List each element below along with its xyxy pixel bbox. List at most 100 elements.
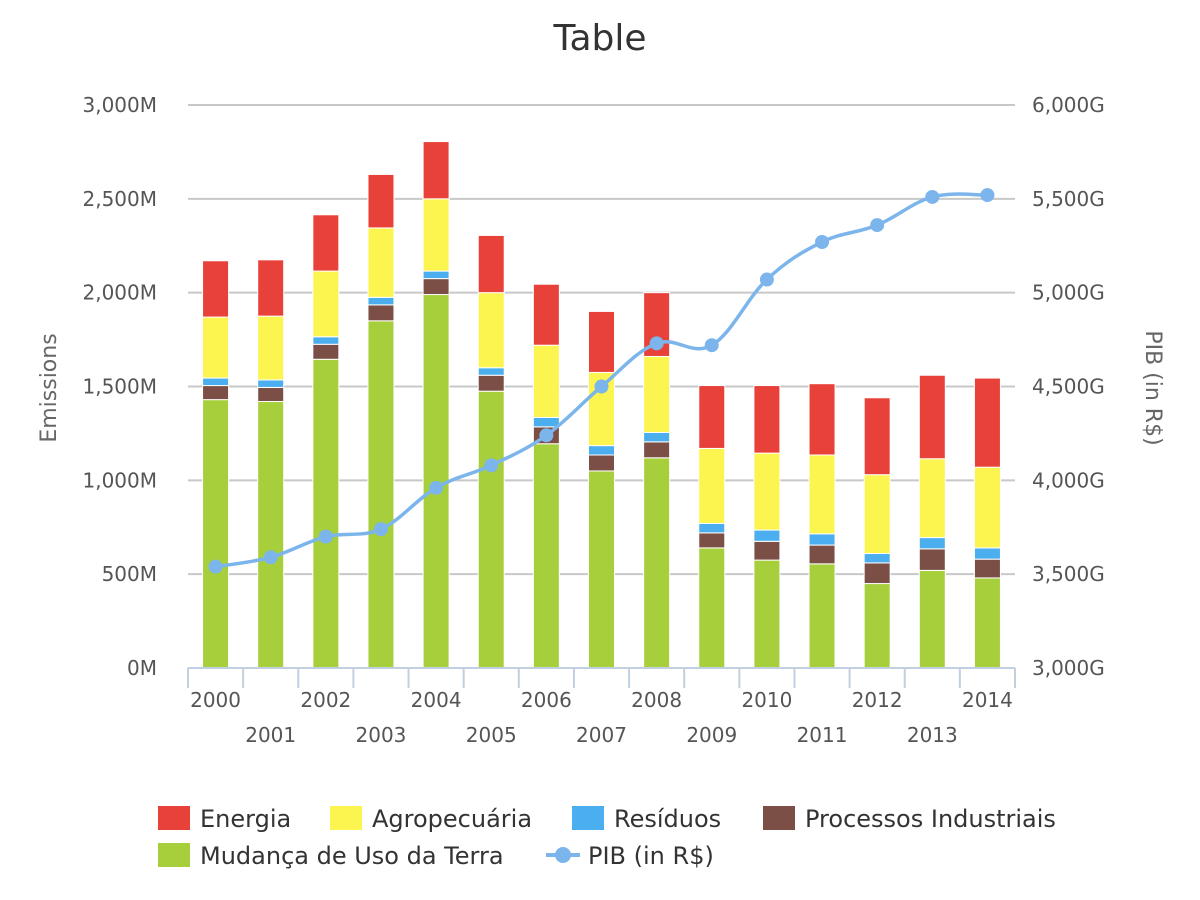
pib-point[interactable]: [980, 188, 995, 203]
pib-point[interactable]: [539, 428, 554, 443]
legend-item-energia[interactable]: Energia: [158, 805, 291, 833]
x-tick-label: 2001: [245, 723, 296, 747]
pib-point[interactable]: [484, 458, 499, 473]
bar-segment-mudan-a-de-uso-da-terra[interactable]: [698, 547, 726, 669]
bar-segment-processos-industriais[interactable]: [808, 544, 836, 565]
bar-segment-res-duos[interactable]: [588, 445, 615, 456]
bar-segment-energia[interactable]: [257, 259, 285, 317]
bar-segment-energia[interactable]: [588, 310, 615, 373]
bar-segment-mudan-a-de-uso-da-terra[interactable]: [973, 577, 1001, 669]
bar-segment-energia[interactable]: [312, 214, 340, 272]
pib-point[interactable]: [263, 550, 278, 565]
bar-segment-agropecu-ria[interactable]: [753, 452, 781, 531]
bar-segment-processos-industriais[interactable]: [863, 562, 891, 585]
bar-segment-processos-industriais[interactable]: [918, 548, 946, 571]
bar-segment-agropecu-ria[interactable]: [973, 466, 1001, 549]
bar-segment-agropecu-ria[interactable]: [532, 344, 560, 418]
bar-segment-agropecu-ria[interactable]: [422, 198, 450, 272]
bar-segment-res-duos[interactable]: [753, 529, 781, 542]
bar-segment-mudan-a-de-uso-da-terra[interactable]: [643, 457, 671, 669]
bar-segment-mudan-a-de-uso-da-terra[interactable]: [808, 563, 836, 669]
bar-segment-energia[interactable]: [918, 374, 946, 460]
bar-segment-processos-industriais[interactable]: [698, 532, 726, 549]
bar-segment-processos-industriais[interactable]: [422, 278, 450, 296]
bar-segment-res-duos[interactable]: [532, 416, 560, 428]
bar-segment-processos-industriais[interactable]: [367, 304, 395, 322]
bar-segment-mudan-a-de-uso-da-terra[interactable]: [588, 470, 615, 669]
pib-point[interactable]: [759, 272, 774, 287]
pib-point[interactable]: [208, 559, 223, 574]
pib-point[interactable]: [815, 234, 830, 249]
bar-segment-res-duos[interactable]: [973, 547, 1001, 560]
bar-segment-agropecu-ria[interactable]: [918, 458, 946, 539]
bar-segment-processos-industriais[interactable]: [973, 558, 1001, 579]
bar-segment-mudan-a-de-uso-da-terra[interactable]: [753, 559, 781, 669]
bar-segment-energia[interactable]: [367, 173, 395, 229]
bar-segment-energia[interactable]: [477, 234, 505, 294]
bar-segment-agropecu-ria[interactable]: [477, 292, 505, 369]
x-tick-label: 2005: [466, 723, 517, 747]
bar-segment-energia[interactable]: [422, 141, 450, 200]
bar-segment-res-duos[interactable]: [422, 270, 450, 280]
bar-segment-res-duos[interactable]: [202, 377, 230, 387]
legend-item-pib-in-r[interactable]: PIB (in R$): [546, 842, 714, 870]
bar-segment-processos-industriais[interactable]: [643, 441, 671, 459]
bar-segment-agropecu-ria[interactable]: [643, 355, 671, 433]
bar-segment-mudan-a-de-uso-da-terra[interactable]: [312, 358, 340, 669]
bar-segment-agropecu-ria[interactable]: [367, 227, 395, 298]
bar-segment-agropecu-ria[interactable]: [257, 315, 285, 381]
bar-segment-res-duos[interactable]: [312, 336, 340, 345]
bar-segment-res-duos[interactable]: [367, 296, 395, 306]
bar-segment-mudan-a-de-uso-da-terra[interactable]: [532, 443, 560, 669]
bar-segment-processos-industriais[interactable]: [477, 374, 505, 392]
bar-segment-res-duos[interactable]: [257, 379, 285, 388]
bar-segment-processos-industriais[interactable]: [753, 540, 781, 561]
legend[interactable]: Energia Agropecuária Resíduos Processos Ind…: [158, 805, 1056, 870]
legend-item-mudan-a-de-uso-da-terra[interactable]: Mudança de Uso da Terra: [158, 842, 504, 870]
bar-segment-processos-industriais[interactable]: [202, 385, 230, 401]
bar-segment-res-duos[interactable]: [643, 431, 671, 443]
bar-segment-processos-industriais[interactable]: [312, 343, 340, 360]
bar-segment-res-duos[interactable]: [477, 367, 505, 376]
bar-segment-agropecu-ria[interactable]: [202, 316, 230, 379]
bar-segment-mudan-a-de-uso-da-terra[interactable]: [257, 401, 285, 669]
pib-line-series[interactable]: [208, 188, 995, 574]
bar-segment-energia[interactable]: [753, 385, 781, 454]
bar-segment-mudan-a-de-uso-da-terra[interactable]: [202, 399, 230, 669]
bar-segment-energia[interactable]: [532, 283, 560, 346]
bar-segment-mudan-a-de-uso-da-terra[interactable]: [367, 320, 395, 669]
bar-segment-mudan-a-de-uso-da-terra[interactable]: [863, 583, 891, 669]
bar-series[interactable]: [202, 141, 1001, 669]
bar-segment-energia[interactable]: [202, 260, 230, 318]
x-tick-label: 2010: [741, 688, 792, 712]
bar-segment-processos-industriais[interactable]: [257, 386, 285, 403]
bar-segment-agropecu-ria[interactable]: [312, 270, 340, 338]
pib-point[interactable]: [704, 338, 719, 353]
pib-point[interactable]: [649, 336, 664, 351]
legend-item-agropecu-ria[interactable]: Agropecuária: [330, 805, 532, 833]
bar-segment-res-duos[interactable]: [863, 553, 891, 564]
bar-segment-res-duos[interactable]: [698, 522, 726, 534]
bar-segment-energia[interactable]: [973, 377, 1001, 468]
bar-segment-energia[interactable]: [698, 385, 726, 449]
bar-segment-agropecu-ria[interactable]: [698, 447, 726, 524]
bar-segment-res-duos[interactable]: [808, 533, 836, 546]
bar-segment-agropecu-ria[interactable]: [863, 474, 891, 555]
bar-segment-mudan-a-de-uso-da-terra[interactable]: [477, 390, 505, 669]
legend-item-processos-industriais[interactable]: Processos Industriais: [763, 805, 1056, 833]
pib-point[interactable]: [318, 529, 333, 544]
bar-segment-mudan-a-de-uso-da-terra[interactable]: [918, 569, 946, 669]
bar-segment-processos-industriais[interactable]: [588, 454, 615, 472]
bar-segment-energia[interactable]: [808, 383, 836, 456]
pib-point[interactable]: [373, 522, 388, 537]
pib-point[interactable]: [870, 218, 885, 233]
pib-point[interactable]: [925, 189, 940, 204]
x-tick-label: 2002: [300, 688, 351, 712]
bar-segment-res-duos[interactable]: [918, 537, 946, 550]
bar-segment-energia[interactable]: [863, 397, 891, 476]
legend-item-res-duos[interactable]: Resíduos: [572, 805, 721, 833]
y-left-tick-label: 1,500M: [82, 375, 157, 399]
pib-point[interactable]: [429, 480, 444, 495]
bar-segment-agropecu-ria[interactable]: [808, 454, 836, 535]
pib-point[interactable]: [594, 379, 609, 394]
